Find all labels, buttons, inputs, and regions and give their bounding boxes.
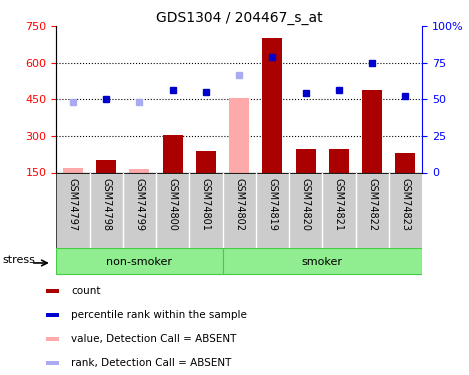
Text: GSM74798: GSM74798 [101,178,111,231]
Title: GDS1304 / 204467_s_at: GDS1304 / 204467_s_at [156,11,323,25]
Bar [129,170,150,172]
Bar [223,248,422,274]
Bar [263,39,282,173]
Bar [362,90,382,172]
Bar [229,98,249,172]
Text: GSM74802: GSM74802 [234,178,244,231]
Text: non-smoker: non-smoker [106,256,173,267]
Bar [46,289,59,294]
Bar [46,361,59,365]
Text: smoker: smoker [302,256,343,267]
Text: GSM74822: GSM74822 [367,178,377,232]
Text: GSM74801: GSM74801 [201,178,211,231]
Text: GSM74820: GSM74820 [301,178,310,231]
Text: GSM74797: GSM74797 [68,178,78,232]
Bar [163,135,182,172]
Text: stress: stress [3,255,36,265]
Bar [96,160,116,172]
Bar [46,313,59,317]
Text: GSM74800: GSM74800 [168,178,178,231]
Bar [46,337,59,341]
Bar [329,148,349,172]
Text: rank, Detection Call = ABSENT: rank, Detection Call = ABSENT [71,358,232,368]
Text: GSM74799: GSM74799 [135,178,144,231]
Bar [63,168,83,172]
Text: GSM74821: GSM74821 [334,178,344,231]
Bar [395,153,416,173]
Bar [56,248,223,274]
Text: percentile rank within the sample: percentile rank within the sample [71,310,247,320]
Text: value, Detection Call = ABSENT: value, Detection Call = ABSENT [71,334,237,344]
Text: GSM74819: GSM74819 [267,178,278,231]
Text: GSM74823: GSM74823 [401,178,410,231]
Bar [296,148,316,172]
Bar [196,150,216,172]
Text: count: count [71,286,101,296]
